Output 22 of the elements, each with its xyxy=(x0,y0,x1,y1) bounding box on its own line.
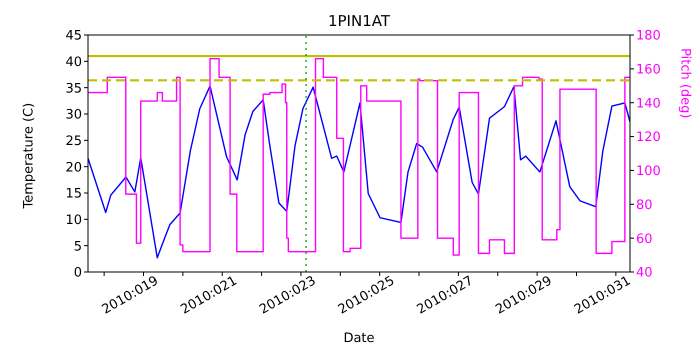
y2-tick-label: 100 xyxy=(636,164,661,180)
y-tick-label: 0 xyxy=(74,266,82,281)
y2-tick-label: 120 xyxy=(636,130,661,146)
y2-axis-title: Pitch (deg) xyxy=(677,48,692,118)
y-tick-label: 5 xyxy=(74,239,82,254)
y2-tick-label: 60 xyxy=(636,232,653,247)
y-tick-label: 25 xyxy=(65,134,82,149)
y-tick-label: 40 xyxy=(65,54,82,70)
y-tick-label: 45 xyxy=(65,28,82,44)
y-tick-label: 30 xyxy=(65,108,82,123)
y2-tick-label: 180 xyxy=(636,28,661,44)
y-tick-label: 10 xyxy=(65,212,82,228)
y-axis-title: Temperature (C) xyxy=(22,102,37,210)
y-tick-label: 35 xyxy=(65,81,82,96)
chart-title: 1PIN1AT xyxy=(326,12,392,30)
y-tick-label: 15 xyxy=(65,186,82,202)
y2-tick-label: 40 xyxy=(636,266,653,281)
y2-tick-label: 140 xyxy=(636,96,661,112)
y2-tick-label: 160 xyxy=(636,62,661,78)
y-tick-label: 20 xyxy=(65,160,82,176)
y2-tick-label: 80 xyxy=(636,198,653,213)
x-axis-title: Date xyxy=(343,331,375,346)
